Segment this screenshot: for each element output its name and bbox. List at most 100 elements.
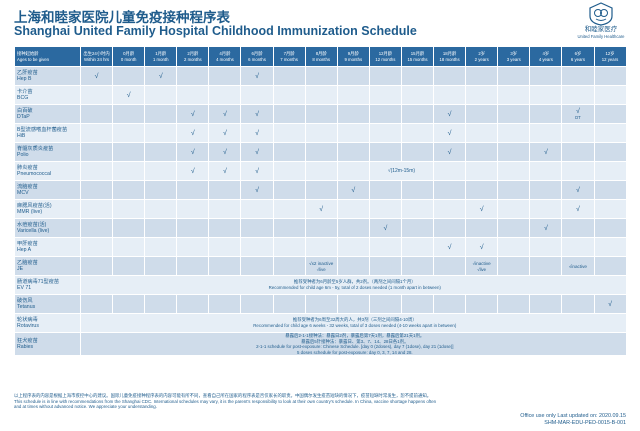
schedule-cell: √	[144, 66, 178, 86]
schedule-cell	[593, 256, 627, 276]
schedule-cell	[144, 142, 178, 162]
schedule-cell	[304, 104, 338, 124]
schedule-cell	[144, 161, 178, 181]
schedule-cell	[240, 85, 274, 105]
schedule-cell	[593, 66, 627, 86]
schedule-cell	[400, 123, 435, 143]
schedule-cell	[433, 199, 467, 219]
schedule-cell	[208, 294, 242, 314]
check-mark: √	[608, 300, 612, 308]
vaccine-name-cell: 甲肝疫苗 Hep A	[14, 237, 81, 257]
age-column-header: 12月龄 12 months	[368, 46, 402, 67]
vaccine-name-cn: 麻腮风疫苗(活)	[17, 202, 52, 209]
schedule-cell	[176, 294, 210, 314]
schedule-cell	[561, 218, 595, 238]
check-mark: √	[255, 129, 259, 137]
schedule-cell	[400, 256, 435, 276]
schedule-cell	[400, 237, 435, 257]
schedule-span-text: √(12m-15m)	[387, 168, 416, 174]
schedule-cell	[529, 237, 563, 257]
schedule-cell	[433, 180, 467, 200]
schedule-cell	[144, 199, 178, 219]
schedule-cell: √	[240, 104, 274, 124]
age-label-en: 7 months	[280, 56, 298, 62]
schedule-cell	[240, 237, 274, 257]
schedule-cell	[208, 180, 242, 200]
check-mark: √	[158, 72, 163, 80]
schedule-cell: √	[368, 218, 402, 238]
age-label-en: 4 months	[216, 56, 234, 62]
schedule-cell	[561, 123, 595, 143]
schedule-cell	[465, 85, 499, 105]
schedule-cell	[272, 180, 306, 200]
schedule-cell: √	[336, 180, 370, 200]
schedule-cell	[561, 142, 595, 162]
vaccine-name-cell: 肺炎疫苗 Pneumococcal	[14, 161, 81, 181]
schedule-cell	[465, 104, 499, 124]
logo-name-en: United Family Healthcare	[577, 34, 625, 39]
schedule-cell: √	[433, 142, 467, 162]
table-row: 肠道病毒71型疫苗 EV 71 推荐受种者为6月龄至5岁人群，共2剂。（两剂之间间隔…	[14, 275, 627, 295]
schedule-cell	[112, 104, 146, 124]
check-mark: √	[447, 129, 452, 137]
age-column-header: 9月龄 9 months	[336, 46, 370, 67]
schedule-cell	[368, 142, 402, 162]
schedule-cell	[304, 66, 338, 86]
schedule-cell: √	[529, 142, 563, 162]
age-column-header: 7月龄 7 months	[272, 46, 306, 67]
age-column-header: 0月龄 0 month	[112, 46, 146, 67]
age-column-header: 出生24小时内 Within 24 hrs	[79, 46, 114, 67]
age-label-cn: 8月龄	[315, 51, 327, 57]
check-mark: √	[447, 148, 452, 156]
age-label-en: 6 years	[570, 56, 585, 62]
vaccine-name-cn: 甲肝疫苗	[17, 240, 38, 247]
schedule-cell	[593, 123, 627, 143]
age-label-cn: 6月龄	[251, 51, 263, 57]
footer-note-en: This schedule is in line with recommenda…	[14, 398, 437, 410]
schedule-cell: √	[465, 199, 499, 219]
age-label-cn: 0月龄	[123, 51, 135, 57]
schedule-cell	[400, 294, 435, 314]
schedule-cell	[208, 237, 242, 257]
schedule-cell	[112, 237, 146, 257]
table-row: 流脑疫苗 MCV √ √ √	[14, 180, 627, 200]
check-mark: √	[255, 148, 259, 156]
schedule-cell	[240, 294, 274, 314]
schedule-cell	[593, 237, 627, 257]
age-label-cn: 2岁	[478, 51, 486, 57]
schedule-cell	[465, 218, 499, 238]
age-label-cn: 4岁	[542, 51, 550, 57]
schedule-cell: √	[176, 142, 210, 162]
age-column-header: 6月龄 6 months	[240, 46, 274, 67]
schedule-note-cell: 推荐受种者为6周至32周大的人，共3剂（三剂之间间隔4-10周） Recommen…	[80, 313, 627, 333]
schedule-cell	[144, 123, 178, 143]
schedule-cell	[336, 199, 370, 219]
age-label-en: 12 years	[601, 56, 619, 62]
age-label-cn: 2月龄	[187, 51, 199, 57]
schedule-cell: √	[433, 123, 467, 143]
vaccine-name-cell: 流脑疫苗 MCV	[14, 180, 81, 200]
vaccine-name-en: JE	[17, 266, 24, 272]
schedule-cell	[112, 123, 146, 143]
schedule-cell	[400, 199, 435, 219]
table-row: 狂犬疫苗 Rabies 暴露后2-1-1接种法：暴露日2剂，暴露后第7天1剂，暴露后…	[14, 331, 627, 357]
vaccine-name-cn: 白百破	[17, 107, 33, 114]
vaccine-name-en: MCV	[17, 190, 29, 196]
schedule-cell	[465, 142, 499, 162]
schedule-cell	[336, 237, 370, 257]
schedule-cell	[336, 161, 370, 181]
age-label-en: 12 months	[375, 56, 396, 62]
schedule-cell	[497, 161, 531, 181]
vaccine-name-en: Polio	[17, 152, 29, 158]
logo-name-cn: 和睦家医疗	[584, 26, 618, 33]
check-mark: √	[447, 243, 452, 251]
schedule-cell	[593, 85, 627, 105]
schedule-cell	[368, 66, 402, 86]
check-mark: √	[255, 167, 259, 175]
age-column-header: 3岁 3 years	[497, 46, 531, 67]
schedule-note-en: 2-1-1 schedule for post-exposure: Chines…	[256, 344, 454, 355]
vaccine-name-en: Pneumococcal	[17, 171, 52, 177]
schedule-cell	[304, 294, 338, 314]
schedule-cell	[433, 85, 467, 105]
table-row: 脊髓灰质炎疫苗 Polio √ √ √ √ √	[14, 142, 627, 162]
